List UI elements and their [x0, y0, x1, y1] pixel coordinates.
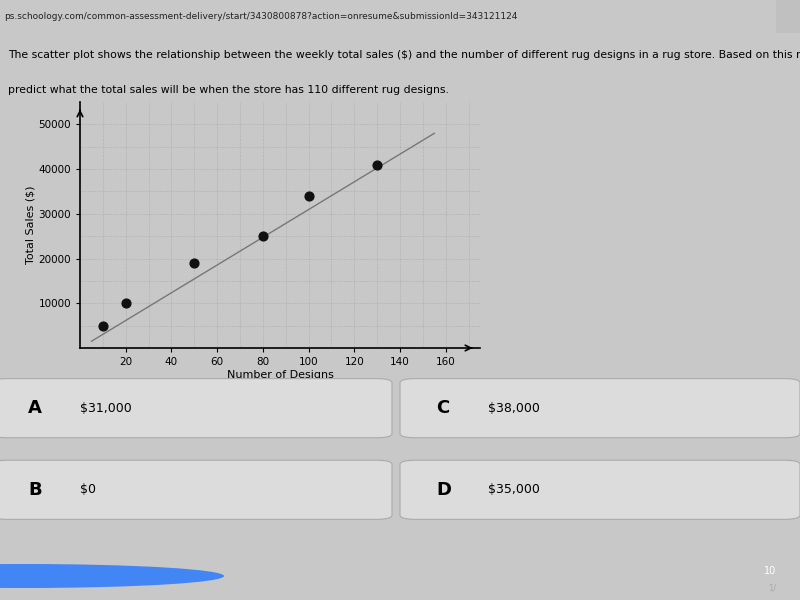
Text: ps.schoology.com/common-assessment-delivery/start/3430800878?action=onresume&sub: ps.schoology.com/common-assessment-deliv…	[4, 12, 518, 21]
Text: The scatter plot shows the relationship between the weekly total sales ($) and t: The scatter plot shows the relationship …	[8, 50, 800, 60]
Text: predict what the total sales will be when the store has 110 different rug design: predict what the total sales will be whe…	[8, 85, 449, 95]
FancyBboxPatch shape	[0, 379, 392, 438]
Y-axis label: Total Sales ($): Total Sales ($)	[26, 186, 35, 264]
FancyBboxPatch shape	[400, 379, 800, 438]
Bar	[776, 0, 800, 33]
Text: 10: 10	[764, 566, 776, 576]
Text: $31,000: $31,000	[80, 401, 132, 415]
Text: $38,000: $38,000	[488, 401, 540, 415]
Text: A: A	[28, 399, 42, 417]
Point	[119, 298, 132, 308]
Point	[302, 191, 315, 201]
Point	[370, 160, 383, 169]
Text: $0: $0	[80, 483, 96, 496]
Point	[188, 258, 201, 268]
Text: $35,000: $35,000	[488, 483, 540, 496]
Text: B: B	[28, 481, 42, 499]
Text: 1/: 1/	[768, 583, 776, 593]
Text: C: C	[436, 399, 450, 417]
Text: D: D	[436, 481, 451, 499]
Point	[97, 321, 110, 331]
Circle shape	[0, 564, 224, 588]
X-axis label: Number of Designs: Number of Designs	[226, 370, 334, 380]
Point	[257, 232, 270, 241]
FancyBboxPatch shape	[0, 460, 392, 520]
FancyBboxPatch shape	[400, 460, 800, 520]
